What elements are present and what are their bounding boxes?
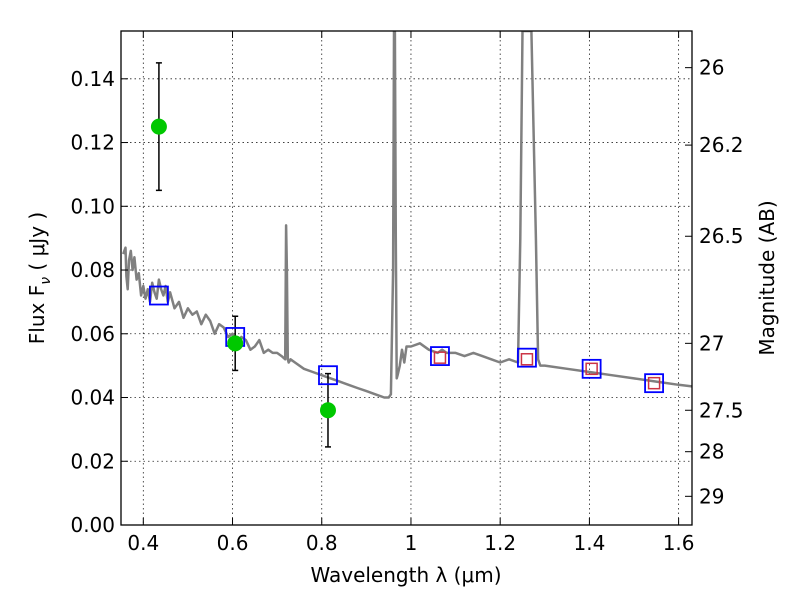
model-band-square — [644, 373, 664, 394]
y-tick-label: 0.14 — [70, 67, 115, 91]
plot-area — [122, 31, 692, 448]
y-tick-label: 0.08 — [70, 258, 115, 282]
observed-band-square — [520, 353, 534, 366]
y2-tick-label: 27.5 — [699, 398, 744, 422]
x-tick-label: 1.2 — [484, 531, 516, 555]
y2-axis-label: Magnitude (AB) — [755, 200, 779, 355]
plot-frame — [120, 30, 693, 526]
y2-tick-label: 29 — [699, 484, 724, 508]
x-tick-label: 0.4 — [127, 531, 159, 555]
y-axis-label-sub: ν — [38, 277, 54, 285]
y-axis-label-main: Flux F — [25, 285, 49, 344]
photometry-point — [227, 335, 244, 352]
x-tick-label: 0.6 — [217, 531, 249, 555]
x-tick-label: 1.4 — [573, 531, 605, 555]
observed-band-square — [647, 376, 661, 390]
y-axis-label: Flux Fν ( μJy ) — [25, 212, 54, 344]
model-spectrum-line — [122, 31, 692, 399]
model-band-square — [581, 358, 602, 379]
model-band-square — [430, 346, 450, 366]
photometry-point — [150, 118, 167, 135]
x-tick-label: 0.8 — [306, 531, 338, 555]
axis-ticks: 0.4 0.6 0.8 1 1.2 1.4 1.6 0.00 0.02 0.04 0.06 0.08 0… — [70, 31, 744, 555]
x-axis-label: Wavelength λ (μm) — [310, 563, 501, 587]
y-tick-label: 0.10 — [70, 194, 115, 218]
y-tick-label: 0.06 — [70, 322, 115, 346]
grid-lines — [121, 31, 692, 526]
model-band-square — [318, 365, 338, 386]
y-tick-label: 0.04 — [70, 386, 115, 410]
model-band-square — [517, 347, 537, 368]
y-tick-label: 0.00 — [70, 513, 115, 537]
photometry-point — [319, 402, 336, 419]
y-axis-label-unit: ( μJy ) — [25, 212, 49, 277]
y-tick-label: 0.12 — [70, 131, 115, 155]
y-tick-label: 0.02 — [70, 449, 115, 473]
observed-band-square — [433, 351, 447, 364]
x-tick-label: 1 — [405, 531, 418, 555]
model-band-square — [149, 285, 169, 306]
y2-tick-label: 28 — [699, 440, 724, 464]
y2-tick-label: 27 — [699, 331, 724, 355]
y2-tick-label: 26.2 — [699, 133, 744, 157]
x-tick-label: 1.6 — [663, 531, 695, 555]
observed-band-square — [585, 362, 598, 376]
y2-tick-label: 26 — [699, 56, 724, 80]
y2-tick-label: 26.5 — [699, 224, 744, 248]
